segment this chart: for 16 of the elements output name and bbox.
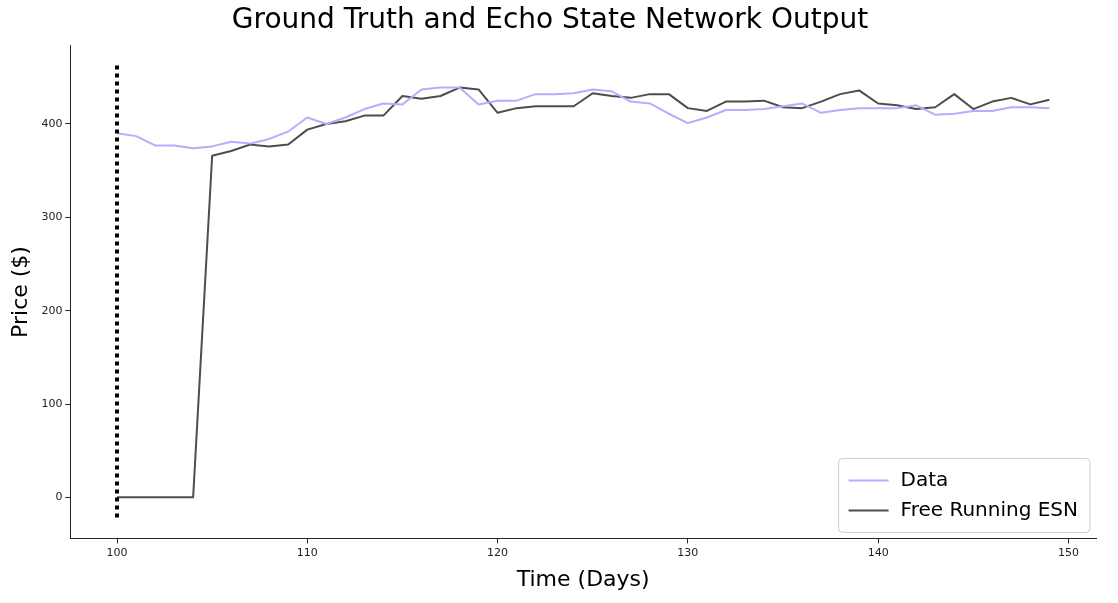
x-tick-label: 110 — [296, 545, 318, 559]
y-tick-label: 300 — [41, 210, 63, 224]
y-tick-label: 0 — [55, 490, 63, 504]
y-tick-label: 400 — [41, 116, 63, 130]
legend-label: Data — [900, 466, 949, 491]
chart-title: Ground Truth and Echo State Network Output — [231, 2, 869, 36]
y-tick-label: 100 — [41, 396, 63, 410]
x-tick-label: 120 — [487, 545, 509, 559]
x-axis-title: Time (Days) — [515, 565, 650, 591]
y-tick-label: 200 — [41, 303, 63, 317]
legend-label: Free Running ESN — [900, 496, 1078, 521]
x-tick-label: 130 — [677, 545, 699, 559]
y-axis-title: Price ($) — [6, 246, 32, 338]
x-tick-label: 150 — [1057, 545, 1079, 559]
x-tick-label: 140 — [867, 545, 889, 559]
x-tick-label: 100 — [106, 545, 128, 559]
